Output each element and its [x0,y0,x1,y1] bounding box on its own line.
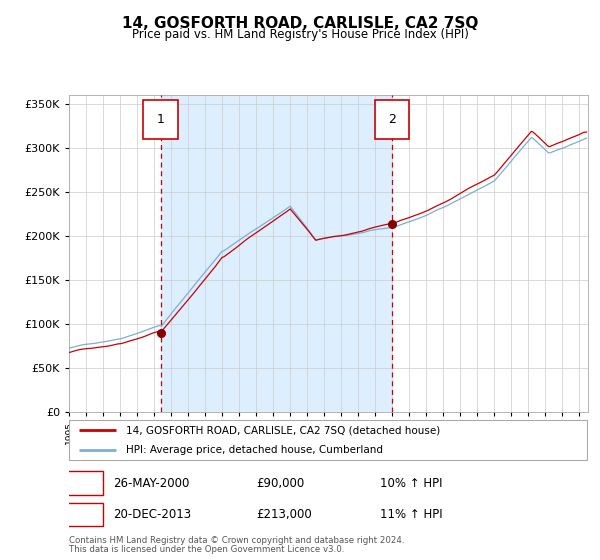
Text: 11% ↑ HPI: 11% ↑ HPI [380,508,443,521]
Text: 20-DEC-2013: 20-DEC-2013 [113,508,191,521]
Text: HPI: Average price, detached house, Cumberland: HPI: Average price, detached house, Cumb… [126,445,383,455]
Text: £213,000: £213,000 [256,508,311,521]
FancyBboxPatch shape [69,420,587,460]
FancyBboxPatch shape [143,100,178,139]
Text: This data is licensed under the Open Government Licence v3.0.: This data is licensed under the Open Gov… [69,545,344,554]
FancyBboxPatch shape [374,100,409,139]
Text: 2: 2 [388,113,395,126]
Text: 10% ↑ HPI: 10% ↑ HPI [380,477,443,490]
Text: £90,000: £90,000 [256,477,304,490]
Text: 14, GOSFORTH ROAD, CARLISLE, CA2 7SQ: 14, GOSFORTH ROAD, CARLISLE, CA2 7SQ [122,16,478,31]
FancyBboxPatch shape [67,472,103,495]
Text: Price paid vs. HM Land Registry's House Price Index (HPI): Price paid vs. HM Land Registry's House … [131,28,469,41]
Text: 1: 1 [157,113,164,126]
Text: 14, GOSFORTH ROAD, CARLISLE, CA2 7SQ (detached house): 14, GOSFORTH ROAD, CARLISLE, CA2 7SQ (de… [126,425,440,435]
Text: 1: 1 [81,477,89,490]
Bar [161,95,392,412]
Text: 2: 2 [81,508,89,521]
Text: 26-MAY-2000: 26-MAY-2000 [113,477,190,490]
Text: Contains HM Land Registry data © Crown copyright and database right 2024.: Contains HM Land Registry data © Crown c… [69,536,404,545]
FancyBboxPatch shape [67,503,103,526]
